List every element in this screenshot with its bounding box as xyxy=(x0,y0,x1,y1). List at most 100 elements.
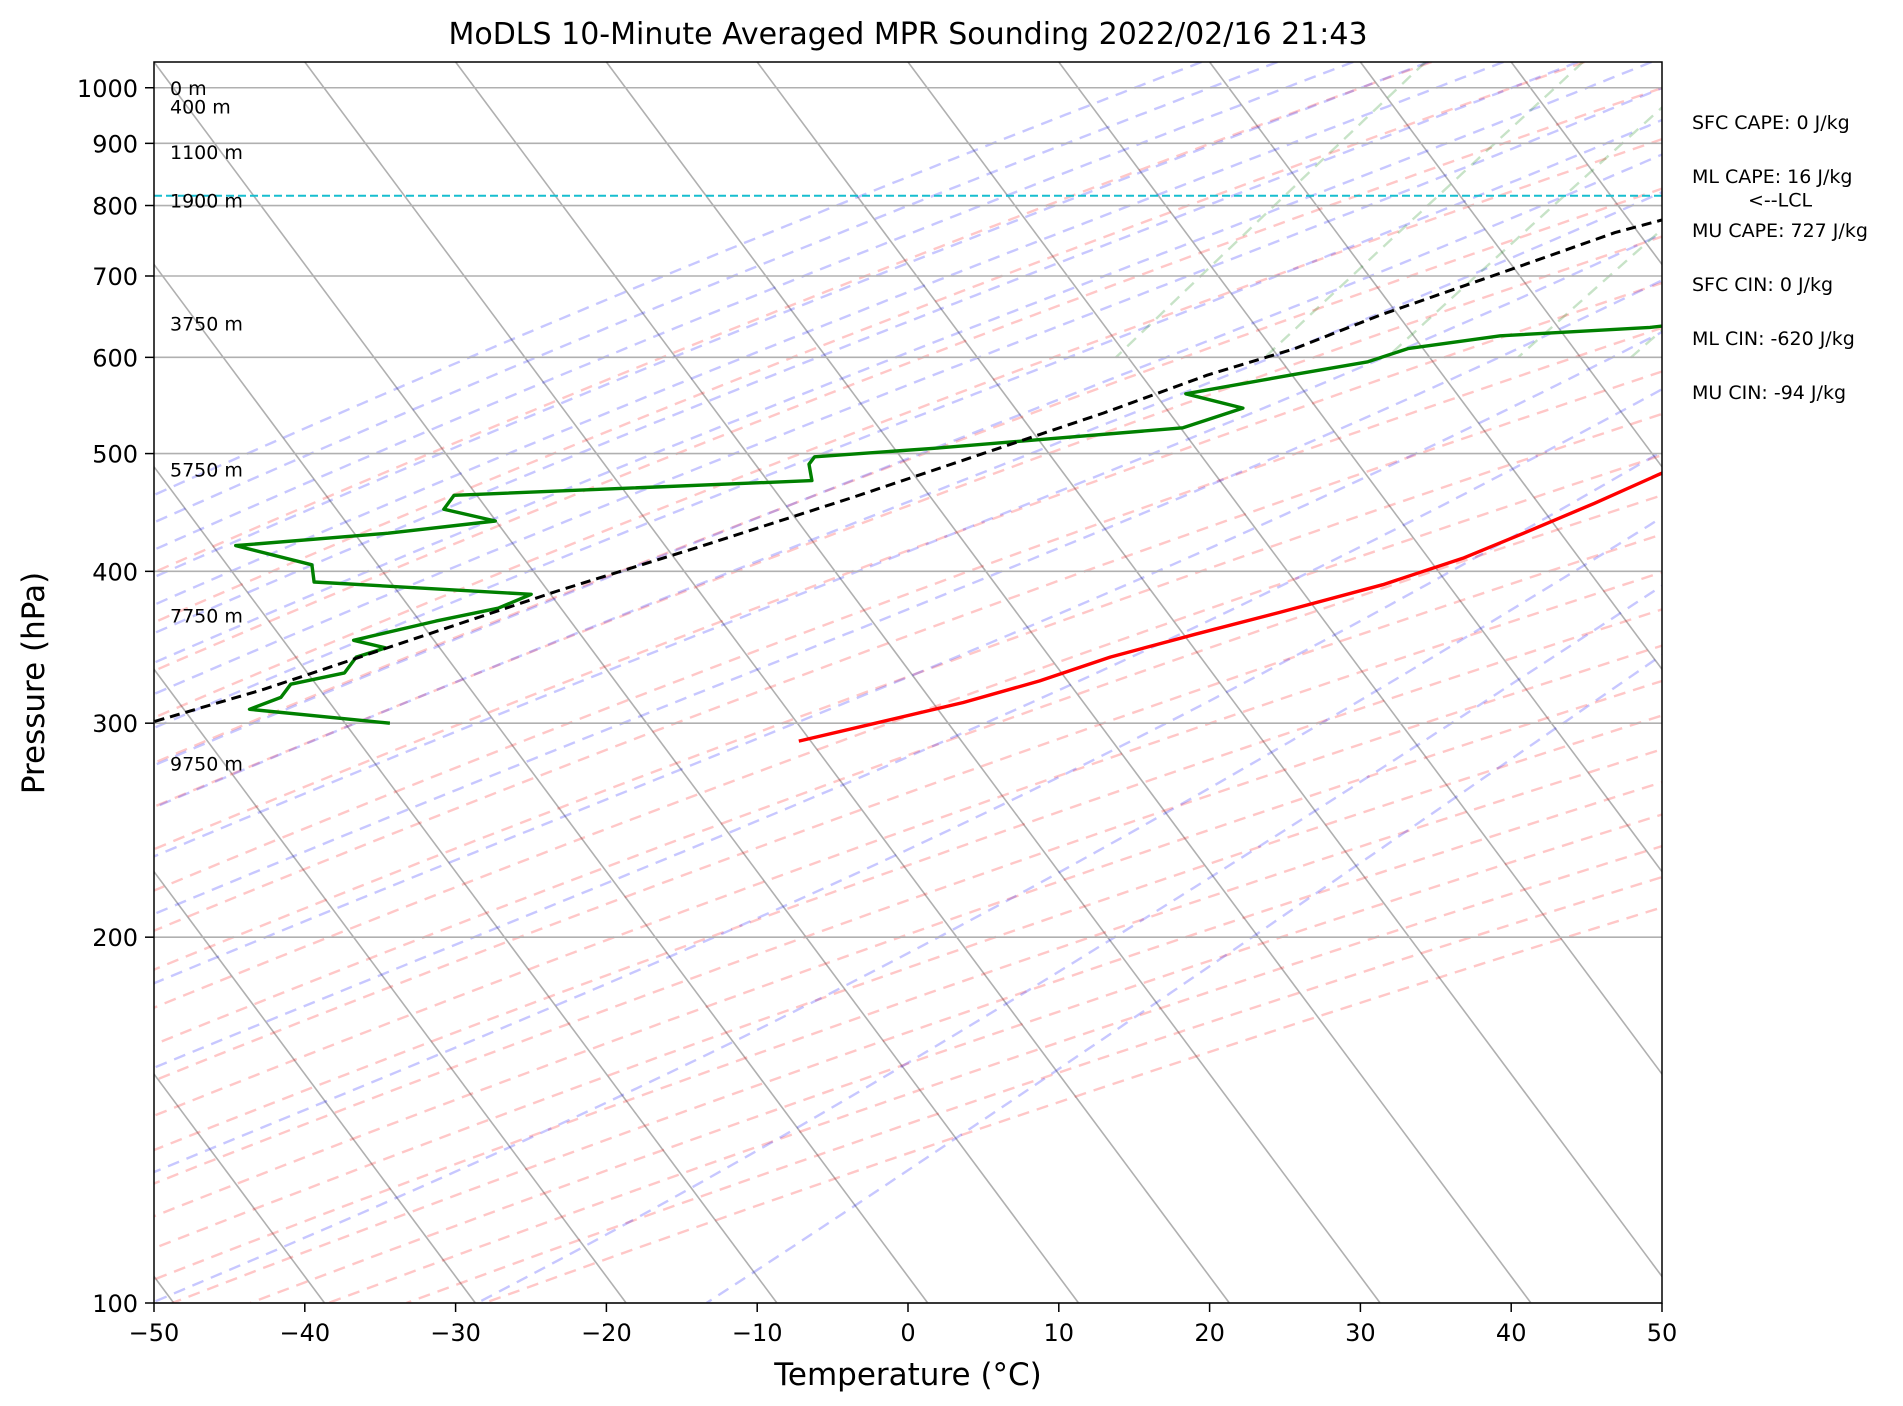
y-tick-label: 400 xyxy=(92,558,138,586)
x-tick-label: 10 xyxy=(1044,1319,1075,1347)
height-label: 1900 m xyxy=(170,190,243,212)
isotherm-line xyxy=(154,62,1080,1303)
isotherm-line xyxy=(907,62,1662,1076)
x-tick-label: −50 xyxy=(129,1319,180,1347)
moist-adiabat-line xyxy=(154,190,1662,809)
lcl-label: <--LCL xyxy=(1748,190,1812,212)
dry-adiabat-line xyxy=(154,326,1662,892)
index-text: ML CAPE: 16 J/kg xyxy=(1692,166,1852,188)
dry-adiabat-line xyxy=(154,571,1662,1118)
y-axis-label: Pressure (hPa) xyxy=(16,572,52,794)
lcl-line: <--LCL xyxy=(154,190,1812,212)
background-lines xyxy=(154,62,1903,1303)
isotherm-line xyxy=(1208,62,1662,671)
x-tick-label: 40 xyxy=(1496,1319,1527,1347)
isotherm-line xyxy=(756,62,1662,1278)
y-tick-label: 100 xyxy=(92,1290,138,1318)
moist-adiabat-line xyxy=(154,62,1504,607)
x-axis: −50 −40 −30 −20 −10 0 10 20 30 40 50 xyxy=(129,1303,1678,1347)
index-text: ML CIN: -620 J/kg xyxy=(1692,328,1855,350)
moist-adiabat-line xyxy=(154,516,1662,1303)
x-tick-label: 50 xyxy=(1647,1319,1678,1347)
height-label: 1100 m xyxy=(170,142,243,164)
x-tick-label: −30 xyxy=(430,1319,481,1347)
isotherm-line xyxy=(454,62,1381,1303)
index-text: MU CIN: -94 J/kg xyxy=(1692,382,1846,404)
mixing-ratio-line xyxy=(1115,62,1427,359)
y-tick-label: 200 xyxy=(92,924,138,952)
y-tick-label: 1000 xyxy=(77,75,138,103)
isotherm-line xyxy=(154,1072,326,1303)
dry-adiabat-line xyxy=(484,906,1662,1303)
dry-adiabat-line xyxy=(154,679,1662,1218)
series-line-1 xyxy=(234,324,1662,725)
isotherm-line xyxy=(154,667,627,1303)
moist-adiabat-line xyxy=(154,330,1662,985)
series-line-0 xyxy=(798,471,1662,743)
mixing-ratio-line xyxy=(1386,105,1662,359)
x-tick-label: −20 xyxy=(581,1319,632,1347)
isotherm-line xyxy=(154,465,778,1303)
dry-adiabat-line xyxy=(154,137,1662,719)
height-label: 0 m xyxy=(170,78,207,100)
isotherm-line xyxy=(605,62,1532,1303)
dry-adiabat-line xyxy=(154,453,1662,1009)
dry-adiabat-line xyxy=(154,370,1662,933)
y-tick-label: 300 xyxy=(92,710,138,738)
stability-indices: SFC CAPE: 0 J/kg ML CAPE: 16 J/kg MU CAPE:… xyxy=(1692,112,1868,404)
moist-adiabat-line xyxy=(154,279,1662,916)
x-tick-label: 30 xyxy=(1345,1319,1376,1347)
dry-adiabat-line xyxy=(154,281,1662,851)
dry-adiabat-line xyxy=(154,748,1662,1281)
grid xyxy=(154,86,1662,1304)
moist-adiabat-line xyxy=(154,62,1202,497)
dry-adiabat-line xyxy=(154,62,1585,624)
moist-adiabat-line xyxy=(705,653,1662,1303)
y-tick-label: 800 xyxy=(92,193,138,221)
height-label: 400 m xyxy=(170,97,231,119)
dry-adiabat-line xyxy=(154,235,1662,809)
x-tick-label: −40 xyxy=(279,1319,330,1347)
mixing-ratio-line xyxy=(1264,62,1584,359)
y-tick-label: 600 xyxy=(92,344,138,372)
moist-adiabat-line xyxy=(154,232,1662,858)
moist-adiabat-line xyxy=(154,118,1662,730)
index-text: MU CAPE: 727 J/kg xyxy=(1692,220,1868,242)
moist-adiabat-line xyxy=(154,86,1662,696)
y-tick-label: 500 xyxy=(92,441,138,469)
dry-adiabat-line xyxy=(154,86,1662,673)
x-tick-label: 20 xyxy=(1194,1319,1225,1347)
height-label: 7750 m xyxy=(170,605,243,627)
dry-adiabat-line xyxy=(406,875,1662,1303)
mixing-ratio-line xyxy=(1810,62,1903,357)
isotherm-line xyxy=(1058,62,1662,874)
series-line-2 xyxy=(154,218,1662,724)
moist-adiabat-line xyxy=(154,153,1662,767)
isotherm-line xyxy=(154,263,929,1303)
x-tick-label: −10 xyxy=(732,1319,783,1347)
height-label: 9750 m xyxy=(170,753,243,775)
isotherm-line xyxy=(304,62,1230,1303)
index-text: SFC CAPE: 0 J/kg xyxy=(1692,112,1850,134)
isotherm-line xyxy=(154,870,476,1303)
moist-adiabat-line xyxy=(154,62,1653,665)
isotherm-line xyxy=(1813,62,1903,1303)
moist-adiabat-line xyxy=(476,584,1662,1303)
y-tick-label: 700 xyxy=(92,263,138,291)
sounding-traces xyxy=(154,218,1662,743)
dry-adiabat-line xyxy=(154,62,1433,574)
moist-adiabat-line xyxy=(154,62,1429,579)
isotherm-line xyxy=(1661,62,1662,64)
x-axis-label: Temperature (°C) xyxy=(773,1357,1042,1393)
chart-title: MoDLS 10-Minute Averaged MPR Sounding 20… xyxy=(448,17,1367,52)
y-axis: 1000 900 800 700 600 500 400 300 200 100 xyxy=(77,75,154,1318)
index-text: SFC CIN: 0 J/kg xyxy=(1692,274,1833,296)
height-label: 5750 m xyxy=(170,460,243,482)
height-label: 3750 m xyxy=(170,313,243,335)
moist-adiabat-line xyxy=(154,62,1354,552)
dry-adiabat-line xyxy=(154,493,1662,1046)
y-tick-label: 900 xyxy=(92,130,138,158)
x-tick-label: 0 xyxy=(900,1319,915,1347)
